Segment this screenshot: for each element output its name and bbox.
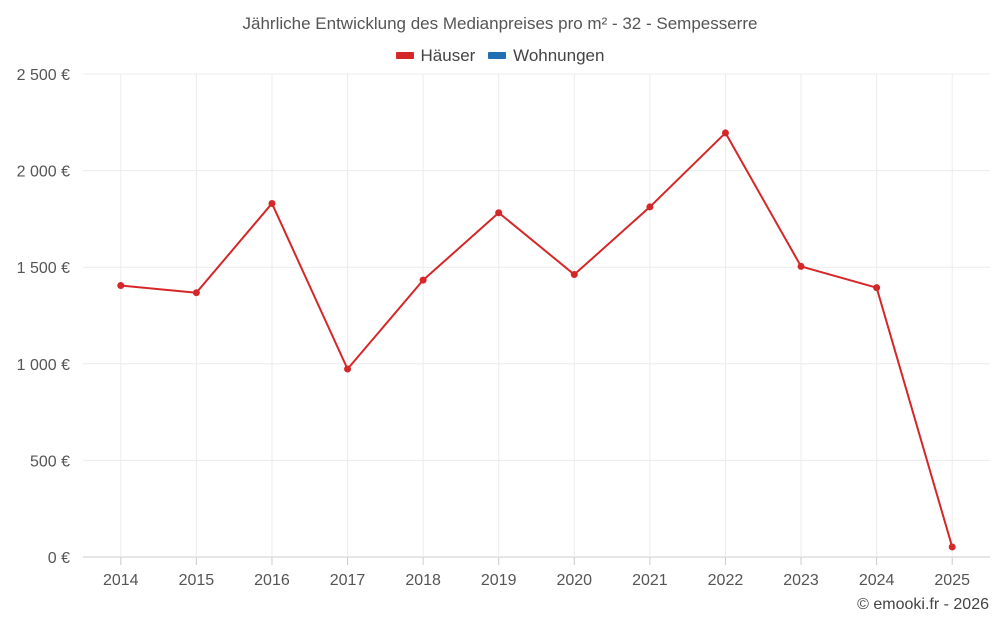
legend-item-wohnungen[interactable]: Wohnungen bbox=[488, 46, 604, 66]
x-tick-label: 2019 bbox=[481, 572, 517, 589]
data-point bbox=[268, 199, 276, 207]
credit-text: © emooki.fr - 2026 bbox=[857, 596, 989, 613]
legend-swatch-haeuser bbox=[395, 52, 414, 59]
y-tick-label: 1 500 € bbox=[17, 260, 70, 277]
x-tick-label: 2021 bbox=[632, 572, 668, 589]
data-point bbox=[192, 289, 200, 297]
data-point bbox=[721, 129, 729, 137]
data-point bbox=[646, 203, 654, 211]
legend-swatch-wohnungen bbox=[488, 52, 507, 59]
x-tick-label: 2025 bbox=[934, 572, 970, 589]
x-tick-label: 2018 bbox=[405, 572, 441, 589]
y-tick-label: 2 000 € bbox=[17, 164, 70, 181]
data-point bbox=[117, 282, 125, 290]
data-point bbox=[570, 271, 578, 279]
x-tick-label: 2015 bbox=[179, 572, 215, 589]
series-line-0 bbox=[120, 131, 954, 548]
legend-label-wohnungen: Wohnungen bbox=[513, 45, 605, 65]
x-tick-label: 2014 bbox=[103, 572, 139, 589]
y-tick-label: 500 € bbox=[30, 453, 70, 470]
chart-legend: Häuser Wohnungen bbox=[0, 44, 1000, 66]
legend-item-haeuser[interactable]: Häuser bbox=[395, 45, 476, 66]
y-tick-label: 1 000 € bbox=[17, 357, 70, 374]
data-point bbox=[948, 543, 956, 551]
x-tick-label: 2024 bbox=[859, 572, 895, 589]
legend-label-haeuser: Häuser bbox=[420, 45, 476, 65]
data-point bbox=[419, 276, 427, 284]
x-tick-label: 2022 bbox=[708, 572, 744, 589]
x-tick-label: 2016 bbox=[254, 572, 290, 589]
chart-title: Jährliche Entwicklung des Medianpreises … bbox=[242, 14, 758, 33]
data-point bbox=[495, 209, 503, 217]
data-point bbox=[797, 262, 805, 270]
x-tick-label: 2020 bbox=[556, 572, 592, 589]
y-tick-label: 0 € bbox=[48, 550, 70, 567]
x-tick-label: 2017 bbox=[330, 572, 366, 589]
data-point bbox=[873, 284, 881, 292]
y-tick-label: 2 500 € bbox=[17, 67, 70, 84]
data-point bbox=[344, 365, 352, 373]
x-tick-label: 2023 bbox=[783, 572, 819, 589]
